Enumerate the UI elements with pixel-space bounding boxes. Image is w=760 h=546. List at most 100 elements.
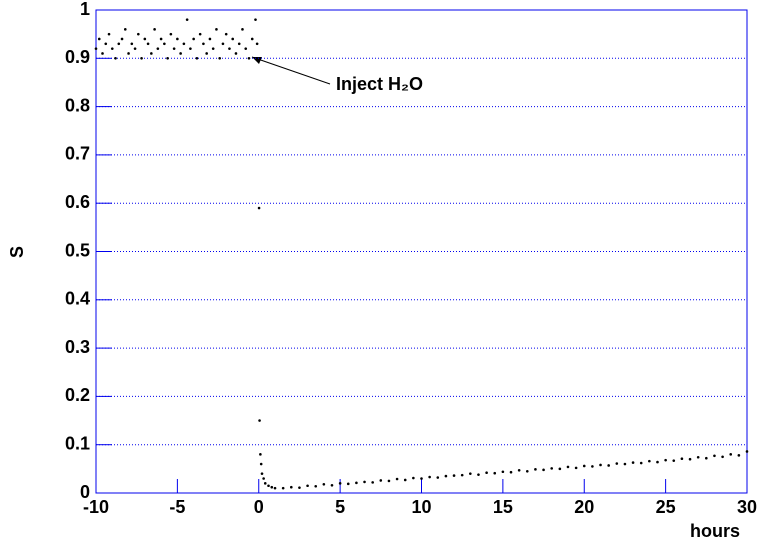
point	[130, 42, 134, 46]
point	[290, 485, 293, 489]
point	[241, 28, 244, 31]
point	[729, 453, 733, 456]
point	[237, 42, 241, 46]
point	[379, 479, 383, 482]
y-tick-label: 0.7	[65, 144, 90, 164]
point	[172, 47, 176, 50]
point	[215, 28, 218, 31]
point	[140, 57, 143, 60]
point	[153, 28, 156, 31]
point	[224, 32, 228, 36]
point	[460, 473, 464, 477]
point	[403, 478, 407, 482]
point	[623, 462, 627, 466]
point	[107, 32, 111, 36]
point	[737, 454, 741, 457]
point	[338, 482, 342, 485]
point	[469, 472, 472, 475]
point	[189, 47, 192, 50]
point	[114, 57, 117, 60]
point	[211, 47, 215, 50]
point	[258, 419, 261, 422]
point	[146, 42, 150, 46]
point	[205, 52, 208, 55]
point	[127, 52, 130, 55]
point	[94, 47, 98, 50]
point	[159, 37, 163, 41]
point	[185, 18, 189, 21]
point	[259, 462, 263, 466]
point	[234, 52, 238, 55]
point	[355, 481, 358, 485]
point	[656, 460, 659, 464]
point	[150, 52, 153, 55]
point	[566, 465, 570, 469]
point	[228, 47, 231, 50]
y-tick-label: 0.3	[65, 337, 90, 357]
point	[169, 32, 173, 36]
x-tick-label: 30	[737, 497, 757, 517]
point	[509, 470, 513, 474]
point	[298, 486, 301, 489]
x-tick-label: -5	[169, 497, 185, 517]
point	[281, 486, 285, 490]
point	[688, 457, 692, 461]
point	[745, 450, 749, 453]
y-tick-label: 0.6	[65, 192, 90, 212]
point	[493, 471, 497, 475]
point	[574, 466, 578, 470]
point	[542, 468, 545, 472]
point	[273, 486, 277, 490]
point	[639, 461, 643, 465]
point	[244, 47, 248, 50]
point	[137, 32, 140, 36]
point	[260, 472, 264, 475]
point	[477, 473, 480, 476]
y-tick-label: 0.4	[65, 289, 90, 309]
point	[648, 459, 651, 463]
point	[259, 453, 262, 456]
point	[525, 469, 529, 473]
point	[208, 37, 212, 41]
point	[550, 467, 553, 470]
x-tick-label: 20	[574, 497, 594, 517]
point	[247, 57, 251, 60]
point	[254, 18, 257, 21]
x-tick-label: 25	[656, 497, 676, 517]
point	[202, 42, 205, 46]
point	[631, 461, 635, 464]
y-tick-label: 0.2	[65, 385, 90, 405]
y-tick-label: 0.8	[65, 95, 90, 115]
point	[97, 37, 101, 41]
arrow-head	[252, 57, 262, 64]
point	[672, 459, 676, 462]
point	[705, 456, 708, 460]
point	[664, 458, 667, 462]
point	[198, 32, 202, 36]
point	[314, 484, 318, 488]
point	[582, 464, 586, 468]
point	[721, 455, 724, 459]
point	[501, 470, 505, 474]
point	[330, 483, 334, 487]
point	[255, 42, 259, 46]
x-axis-label: hours	[690, 521, 740, 541]
point	[420, 477, 423, 480]
point	[599, 463, 602, 467]
x-tick-label: 0	[254, 497, 264, 517]
point	[166, 57, 169, 60]
point	[444, 474, 448, 478]
point	[218, 57, 221, 60]
y-tick-label: 0.5	[65, 240, 90, 260]
point	[412, 476, 415, 480]
point	[363, 480, 366, 484]
point	[322, 483, 326, 486]
point	[346, 482, 350, 486]
point	[263, 482, 267, 485]
x-tick-label: 5	[335, 497, 345, 517]
point	[452, 474, 456, 477]
y-axis-label: S	[7, 246, 27, 258]
point	[607, 464, 610, 467]
annotation: Inject H₂O	[336, 74, 423, 94]
point	[101, 52, 104, 55]
